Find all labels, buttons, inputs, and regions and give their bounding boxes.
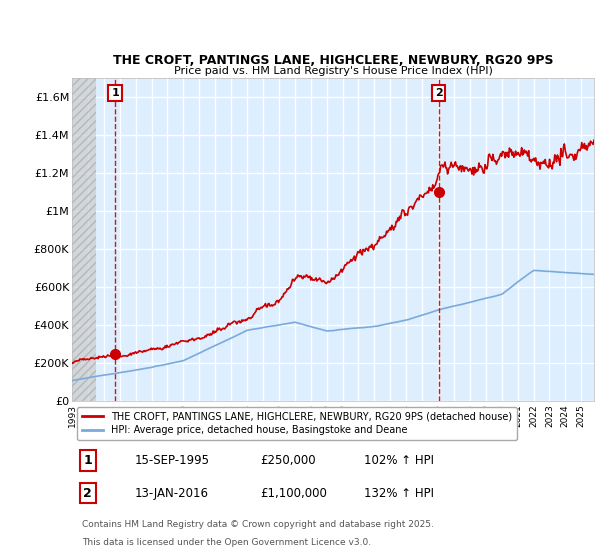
Text: Contains HM Land Registry data © Crown copyright and database right 2025.: Contains HM Land Registry data © Crown c… <box>82 520 434 529</box>
Legend: THE CROFT, PANTINGS LANE, HIGHCLERE, NEWBURY, RG20 9PS (detached house), HPI: Av: THE CROFT, PANTINGS LANE, HIGHCLERE, NEW… <box>77 407 517 440</box>
Text: £1,100,000: £1,100,000 <box>260 487 327 500</box>
Text: Price paid vs. HM Land Registry's House Price Index (HPI): Price paid vs. HM Land Registry's House … <box>173 66 493 76</box>
Text: This data is licensed under the Open Government Licence v3.0.: This data is licensed under the Open Gov… <box>82 538 371 547</box>
Text: £250,000: £250,000 <box>260 454 316 467</box>
Text: 1: 1 <box>83 454 92 467</box>
Text: THE CROFT, PANTINGS LANE, HIGHCLERE, NEWBURY, RG20 9PS: THE CROFT, PANTINGS LANE, HIGHCLERE, NEW… <box>113 54 553 67</box>
Text: 2: 2 <box>83 487 92 500</box>
Text: 13-JAN-2016: 13-JAN-2016 <box>134 487 209 500</box>
Text: 2: 2 <box>435 88 443 98</box>
Text: 132% ↑ HPI: 132% ↑ HPI <box>364 487 434 500</box>
Text: 15-SEP-1995: 15-SEP-1995 <box>134 454 209 467</box>
Text: 1: 1 <box>111 88 119 98</box>
Text: 102% ↑ HPI: 102% ↑ HPI <box>364 454 434 467</box>
